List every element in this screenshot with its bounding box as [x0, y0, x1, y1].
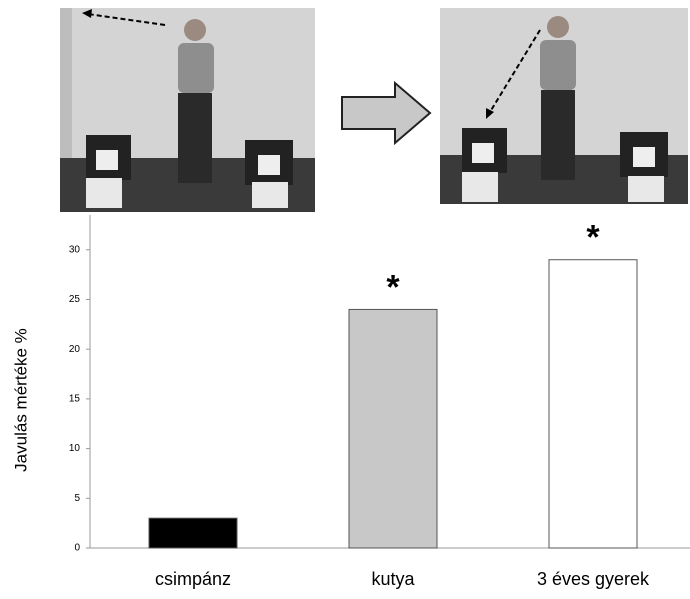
y-tick-label: 25 — [69, 294, 81, 305]
x-tick-label: kutya — [371, 569, 415, 589]
y-axis-label: Javulás mértéke % — [11, 328, 30, 472]
y-tick-label: 20 — [69, 344, 81, 355]
bar — [149, 518, 237, 548]
significance-marker: * — [586, 219, 600, 257]
bar — [549, 260, 637, 548]
y-tick-label: 30 — [69, 244, 81, 255]
transition-arrow — [342, 83, 430, 143]
significance-marker: * — [386, 268, 400, 306]
y-tick-label: 15 — [69, 394, 81, 405]
photo-after — [440, 8, 688, 204]
page: Javulás mértéke % 0 5 10 15 20 25 30 csimpánz ku… — [0, 0, 690, 599]
photo-before — [60, 8, 315, 212]
x-tick-label: 3 éves gyerek — [537, 569, 650, 589]
y-tick-label: 5 — [74, 493, 80, 504]
y-tick-label: 0 — [74, 543, 80, 554]
y-tick-label: 10 — [69, 443, 81, 454]
x-tick-label: csimpánz — [155, 569, 231, 589]
bar — [349, 309, 437, 548]
